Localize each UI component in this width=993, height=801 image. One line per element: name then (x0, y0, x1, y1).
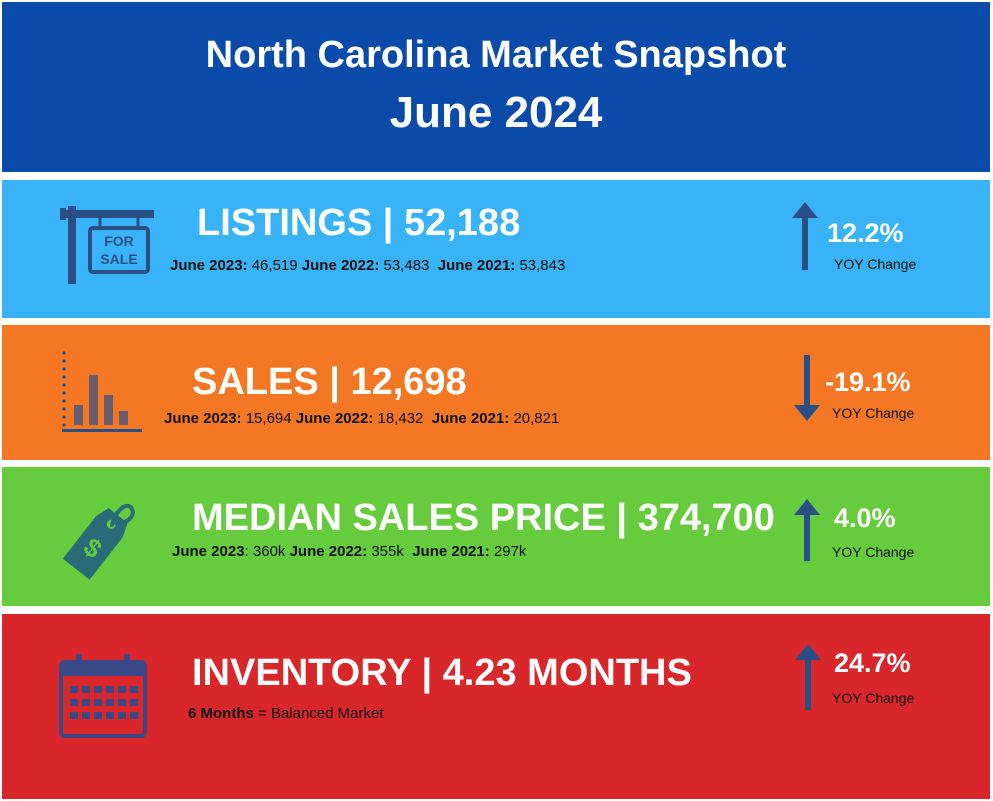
listings-change: 12.2% (827, 218, 904, 248)
listings-section: FOR SALE LISTINGS | 52,188 June 2023: 46… (2, 180, 990, 318)
price-tag-icon: $ (62, 503, 135, 580)
sales-history: June 2023: 15,694 June 2022: 18,432 June… (164, 410, 560, 427)
sales-yoy-label: YOY Change (832, 405, 915, 421)
svg-text:FOR: FOR (104, 233, 134, 249)
inventory-note: 6 Months = Balanced Market (188, 705, 384, 722)
arrow-up-icon (794, 499, 820, 561)
header-banner: North Carolina Market Snapshot June 2024 (2, 2, 990, 172)
inventory-section: INVENTORY | 4.23 MONTHS 6 Months = Balan… (2, 614, 990, 799)
inventory-change: 24.7% (834, 648, 911, 678)
inventory-headline: INVENTORY | 4.23 MONTHS (192, 652, 692, 694)
sales-change: -19.1% (825, 367, 911, 397)
arrow-up-icon (795, 644, 821, 710)
page-subtitle: June 2024 (389, 88, 603, 137)
sales-section: SALES | 12,698 June 2023: 15,694 June 20… (2, 325, 990, 460)
arrow-up-icon (792, 202, 818, 270)
price-yoy-label: YOY Change (832, 544, 915, 560)
price-history: June 2023: 360k June 2022: 355k June 202… (172, 543, 527, 560)
price-headline: MEDIAN SALES PRICE | 374,700 (192, 497, 775, 539)
calendar-icon (59, 654, 147, 738)
arrow-down-icon (794, 355, 820, 421)
listings-yoy-label: YOY Change (834, 256, 917, 272)
listings-history: June 2023: 46,519 June 2022: 53,483 June… (170, 257, 566, 274)
sales-headline: SALES | 12,698 (192, 361, 467, 403)
for-sale-sign-icon: FOR SALE (60, 206, 154, 284)
price-section: $ MEDIAN SALES PRICE | 374,700 June 2023… (2, 467, 990, 606)
bar-chart-icon (62, 351, 142, 432)
svg-text:SALE: SALE (100, 251, 137, 267)
price-change: 4.0% (834, 503, 896, 533)
inventory-yoy-label: YOY Change (832, 690, 915, 706)
page-title: North Carolina Market Snapshot (205, 34, 787, 76)
listings-headline: LISTINGS | 52,188 (197, 202, 521, 244)
